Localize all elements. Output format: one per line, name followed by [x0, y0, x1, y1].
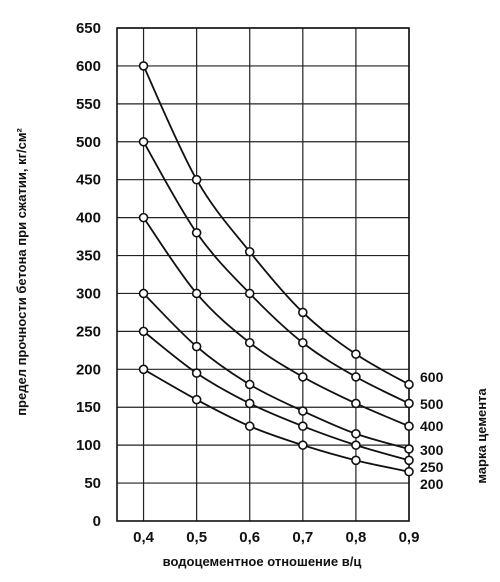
series-label-600: 600	[420, 369, 444, 385]
y-tick-label: 150	[76, 399, 101, 416]
series-line-400	[142, 217, 410, 428]
plot-frame	[116, 27, 410, 522]
data-point	[298, 307, 308, 318]
data-point	[191, 368, 202, 378]
data-point	[351, 398, 361, 409]
data-point	[191, 174, 202, 185]
y-tick-label: 0	[93, 513, 101, 530]
x-tick-labels: 0,4 0,5 0,6 0,7 0,8 0,9	[133, 529, 419, 546]
data-point	[244, 337, 255, 348]
data-point	[404, 455, 414, 466]
data-point	[404, 421, 414, 431]
data-point	[244, 379, 255, 390]
data-point	[138, 288, 149, 299]
data-point	[191, 394, 202, 405]
data-point	[298, 421, 308, 431]
y-tick-label: 50	[84, 475, 101, 492]
y-tick-label: 600	[76, 58, 101, 75]
series-line-250	[142, 330, 410, 462]
data-point	[404, 466, 414, 477]
x-axis-title: водоцементное отношение в/ц	[163, 554, 362, 569]
series-line-300	[142, 292, 410, 450]
y-tick-label: 450	[76, 172, 101, 189]
data-point	[191, 288, 202, 299]
series-label-300: 300	[420, 442, 444, 458]
series-line-600	[142, 65, 410, 386]
data-point	[351, 455, 361, 466]
plot-border	[116, 27, 410, 522]
data-point	[351, 372, 361, 382]
y-tick-labels: 0 50 100 150 200 250 300 350 400 450 500 550 600 650	[76, 20, 101, 530]
series-line-200	[143, 368, 410, 473]
data-point	[351, 440, 361, 450]
data-point	[244, 421, 255, 431]
data-point	[138, 212, 149, 223]
y-tick-label: 500	[76, 134, 101, 151]
y-tick-label: 250	[76, 323, 101, 340]
data-point	[298, 440, 308, 450]
grid	[117, 27, 410, 521]
y-tick-label: 550	[76, 96, 101, 113]
data-point	[191, 227, 202, 238]
data-point	[298, 337, 308, 348]
y-tick-label: 650	[76, 20, 101, 37]
data-point	[138, 364, 149, 375]
y-tick-label: 200	[76, 361, 101, 378]
series-label-200: 200	[420, 476, 444, 492]
data-point	[298, 372, 308, 382]
y-tick-label: 400	[76, 210, 101, 227]
data-point	[351, 349, 361, 359]
data-point	[404, 379, 414, 390]
x-tick-label: 0,9	[399, 529, 420, 546]
series-label-250: 250	[420, 459, 444, 475]
x-tick-label: 0,6	[239, 529, 260, 546]
data-point	[138, 326, 149, 337]
x-tick-label: 0,7	[292, 529, 313, 546]
x-tick-label: 0,4	[133, 529, 155, 546]
series-label-400: 400	[420, 418, 444, 434]
data-point	[404, 444, 414, 454]
series-curves	[142, 65, 410, 473]
series-label-500: 500	[420, 396, 444, 412]
x-tick-label: 0,5	[186, 529, 207, 546]
data-point	[191, 341, 202, 352]
y-axis-title: предел прочности бетона при сжатии, кг/с…	[14, 128, 29, 416]
x-tick-label: 0,8	[345, 529, 366, 546]
data-point	[298, 406, 308, 416]
y-tick-label: 350	[76, 248, 101, 265]
y-tick-label: 300	[76, 285, 101, 302]
data-point	[244, 398, 255, 409]
legend-title: марка цемента	[474, 388, 489, 484]
y-tick-label: 100	[76, 437, 101, 454]
data-point	[404, 398, 414, 409]
data-points	[138, 61, 414, 477]
data-point	[138, 61, 149, 71]
data-point	[138, 136, 149, 147]
data-point	[244, 288, 255, 299]
data-point	[244, 246, 255, 257]
data-point	[351, 428, 361, 439]
